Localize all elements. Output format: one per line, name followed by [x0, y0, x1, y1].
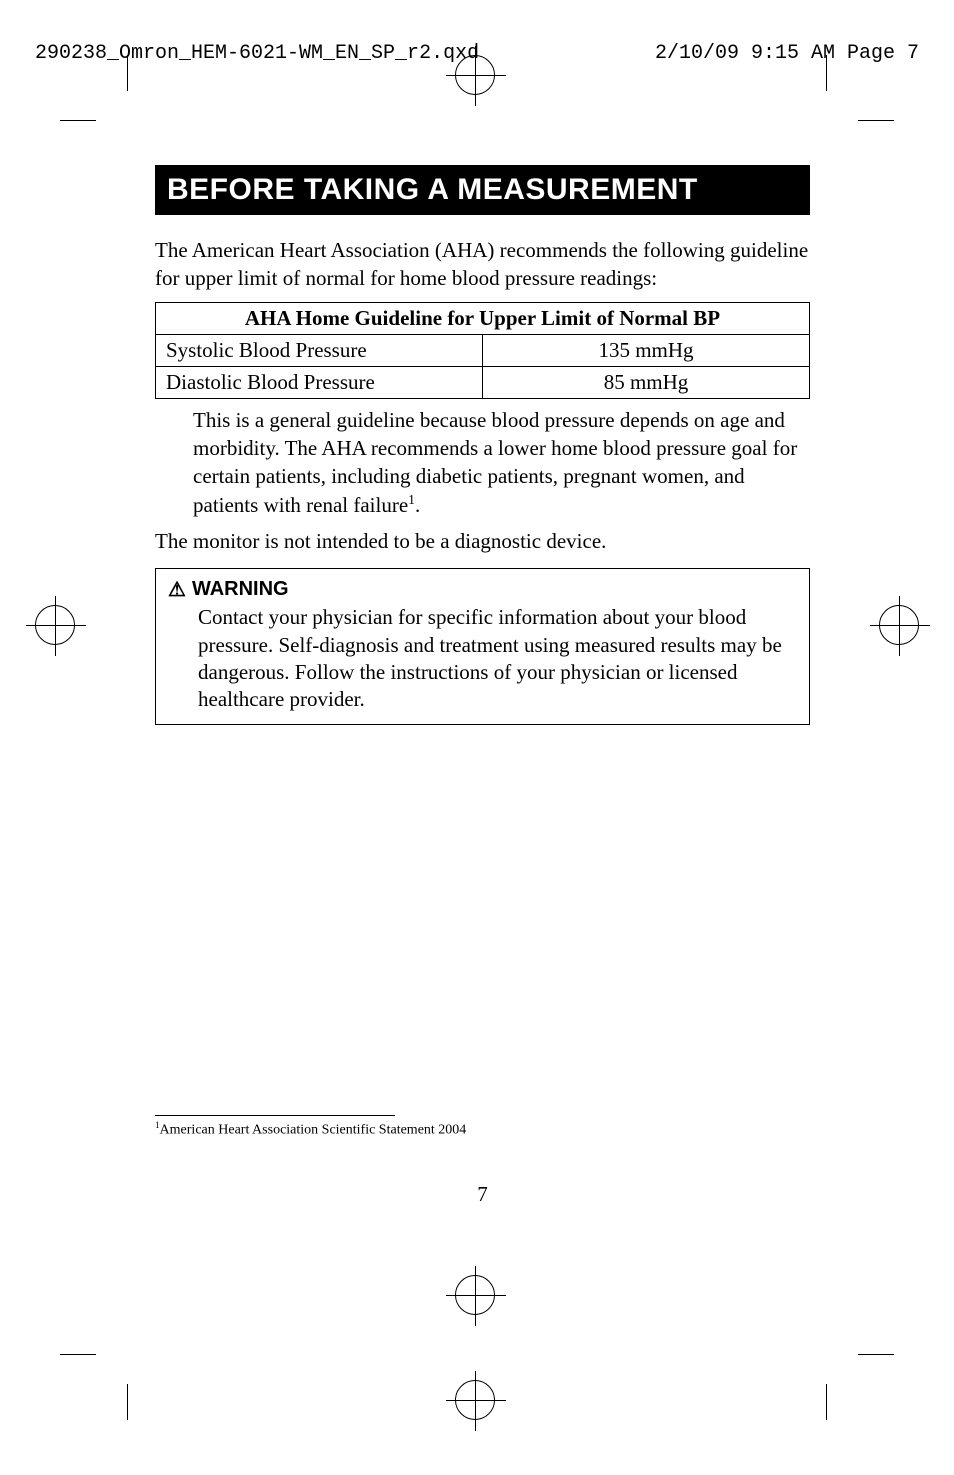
table-cell-label: Systolic Blood Pressure	[156, 335, 483, 367]
crop-mark	[127, 1384, 128, 1420]
warning-heading-text: WARNING	[192, 578, 289, 601]
warning-heading: ⚠ WARNING	[168, 577, 797, 602]
warning-icon: ⚠	[168, 577, 186, 602]
page-content: BEFORE TAKING A MEASUREMENT The American…	[155, 165, 810, 1207]
warning-body: Contact your physician for specific info…	[198, 604, 797, 713]
disclaimer-text: The monitor is not intended to be a diag…	[155, 529, 810, 554]
page-number: 7	[155, 1182, 810, 1207]
crop-mark	[826, 1384, 827, 1420]
table-header: AHA Home Guideline for Upper Limit of No…	[156, 303, 810, 335]
footnote-text: American Heart Association Scientific St…	[160, 1122, 467, 1137]
registration-mark-icon	[455, 1380, 495, 1420]
intro-paragraph: The American Heart Association (AHA) rec…	[155, 237, 810, 292]
note-superscript: 1	[408, 492, 415, 507]
registration-mark-icon	[35, 605, 75, 645]
crop-mark	[60, 1354, 96, 1355]
crop-mark	[60, 120, 96, 121]
table-cell-value: 135 mmHg	[483, 335, 810, 367]
footnote-rule	[155, 1115, 395, 1116]
guideline-note: This is a general guideline because bloo…	[193, 407, 810, 519]
crop-mark	[858, 1354, 894, 1355]
registration-mark-icon	[455, 1275, 495, 1315]
note-tail: .	[415, 493, 420, 517]
bp-guideline-table: AHA Home Guideline for Upper Limit of No…	[155, 302, 810, 399]
header-filename: 290238_Omron_HEM-6021-WM_EN_SP_r2.qxd	[35, 42, 479, 65]
note-text: This is a general guideline because bloo…	[193, 408, 797, 516]
table-cell-value: 85 mmHg	[483, 367, 810, 399]
registration-mark-icon	[879, 605, 919, 645]
table-row: Diastolic Blood Pressure 85 mmHg	[156, 367, 810, 399]
warning-box: ⚠ WARNING Contact your physician for spe…	[155, 568, 810, 724]
print-header: 290238_Omron_HEM-6021-WM_EN_SP_r2.qxd 2/…	[35, 42, 919, 65]
crop-mark	[858, 120, 894, 121]
header-date: 2/10/09	[655, 42, 739, 65]
table-row: Systolic Blood Pressure 135 mmHg	[156, 335, 810, 367]
table-cell-label: Diastolic Blood Pressure	[156, 367, 483, 399]
footnote: 1American Heart Association Scientific S…	[155, 1120, 810, 1139]
section-title: BEFORE TAKING A MEASUREMENT	[155, 165, 810, 215]
header-page: Page 7	[847, 42, 919, 65]
header-time: 9:15 AM	[751, 42, 835, 65]
